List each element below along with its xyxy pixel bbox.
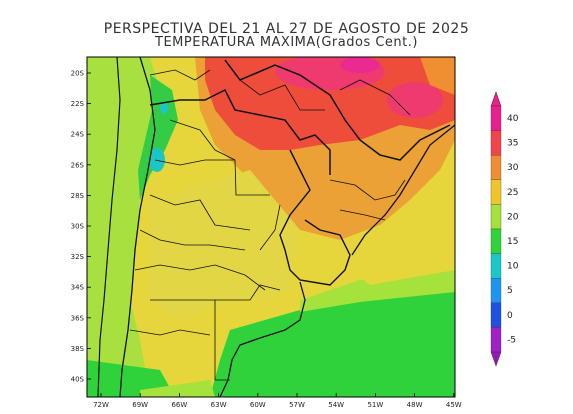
lat-label: 24S — [71, 131, 85, 139]
latitude-axis: 20S 22S 24S 26S 28S 30S 32S 34S 36S 38S 40S — [71, 70, 91, 384]
colorbar-segment — [490, 278, 502, 303]
colorbar-min-triangle — [490, 351, 502, 367]
map-title: PERSPECTIVA DEL 21 AL 27 DE AGOSTO DE 20… — [103, 21, 470, 37]
lat-label: 38S — [71, 345, 85, 353]
colorbar-label: 25 — [507, 188, 518, 198]
lon-label: 48W — [407, 401, 423, 409]
colorbar-segment — [490, 105, 502, 131]
lat-label: 32S — [71, 253, 85, 261]
lat-label: 30S — [71, 223, 85, 231]
longitude-axis: 72W 69W 66W 63W 60W 57W 54W 51W 48W 45W — [93, 393, 462, 409]
colorbar-segment — [490, 204, 502, 230]
lat-label: 36S — [71, 314, 85, 322]
colorbar-label: 40 — [507, 114, 519, 124]
lat-label: 26S — [71, 161, 85, 169]
colorbar-segment — [490, 327, 502, 353]
colorbar-label: 30 — [507, 163, 519, 173]
colorbar-label: -5 — [507, 335, 516, 345]
colorbar-segment — [490, 302, 502, 328]
colorbar-label: 5 — [507, 286, 513, 296]
lon-label: 66W — [171, 401, 187, 409]
temperature-field — [87, 57, 455, 397]
lat-label: 22S — [71, 100, 85, 108]
colorbar-segment — [490, 130, 502, 156]
colorbar-label: 0 — [507, 311, 513, 321]
lon-label: 69W — [132, 401, 148, 409]
colorbar-label: 15 — [507, 237, 518, 247]
lon-label: 54W — [328, 401, 344, 409]
map-frame — [86, 56, 456, 398]
lon-label: 60W — [250, 401, 266, 409]
colorbar-label: 20 — [507, 212, 519, 222]
lon-label: 51W — [367, 401, 383, 409]
colorbar-label: 35 — [507, 139, 518, 149]
colorbar-segment — [490, 253, 502, 279]
lat-label: 20S — [71, 70, 85, 78]
colorbar-max-triangle — [490, 91, 502, 107]
colorbar-segment — [490, 155, 502, 180]
lon-label: 63W — [211, 401, 227, 409]
colorbar-segment — [490, 228, 502, 254]
map-subtitle: TEMPERATURA MAXIMA(Grados Cent.) — [155, 35, 418, 50]
colorbar-segment — [490, 179, 502, 205]
colorbar: 40 35 30 25 20 15 10 5 0 -5 — [490, 91, 519, 367]
lat-label: 40S — [71, 376, 85, 384]
lon-label: 72W — [93, 401, 109, 409]
country-borders — [97, 57, 455, 397]
colorbar-label: 10 — [507, 262, 519, 272]
lon-label: 45W — [446, 401, 462, 409]
lat-label: 28S — [71, 192, 85, 200]
lat-label: 34S — [71, 284, 85, 292]
lon-label: 57W — [289, 401, 305, 409]
